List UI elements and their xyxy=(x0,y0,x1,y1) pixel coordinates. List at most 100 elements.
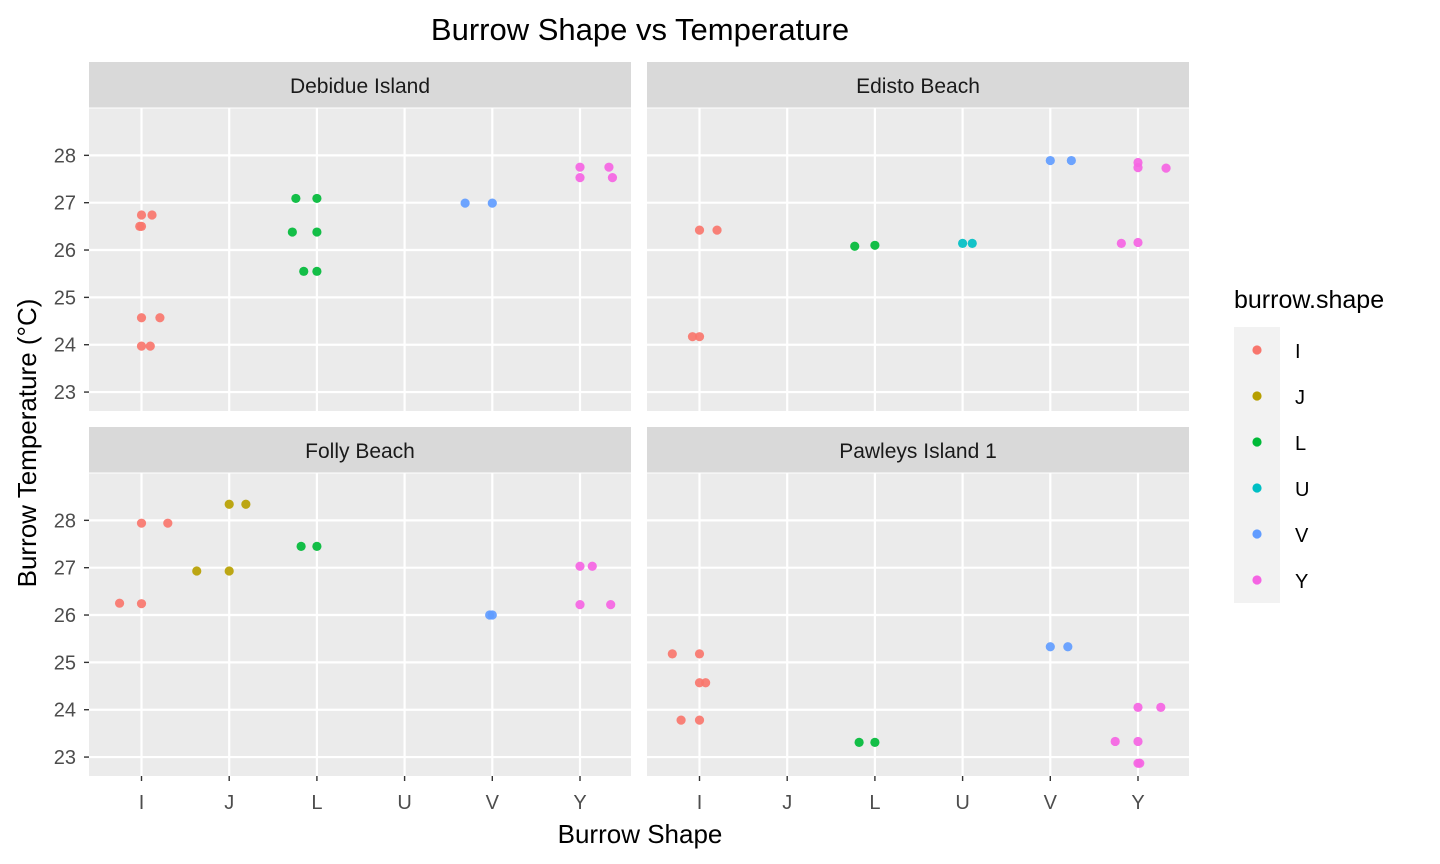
data-point-U xyxy=(958,238,968,249)
legend-key-Y xyxy=(1252,575,1262,585)
data-point-I xyxy=(136,341,147,351)
strip-background xyxy=(647,427,1189,473)
data-point-Y xyxy=(575,600,585,610)
x-tick-label: U xyxy=(397,792,411,814)
data-point-Y xyxy=(575,172,585,183)
data-point-L xyxy=(296,541,306,551)
y-tick-label: 28 xyxy=(54,145,76,167)
x-tick-label: Y xyxy=(573,792,586,814)
panel-pawleys-island-1: Pawleys Island 1 xyxy=(647,427,1189,776)
data-point-Y xyxy=(1133,736,1143,747)
x-tick-label: I xyxy=(697,792,703,814)
data-point-Y xyxy=(1135,758,1145,768)
x-tick-label: V xyxy=(486,792,500,814)
strip-background xyxy=(647,62,1189,108)
data-point-L xyxy=(312,266,322,276)
legend-key-I xyxy=(1252,345,1262,355)
panel-folly-beach: Folly Beach xyxy=(89,427,631,776)
data-point-V xyxy=(1045,155,1055,166)
x-tick-label: V xyxy=(1044,792,1058,814)
data-point-Y xyxy=(1133,163,1143,173)
data-point-I xyxy=(701,678,711,688)
data-point-I xyxy=(145,341,155,351)
data-point-J xyxy=(192,566,202,576)
data-point-Y xyxy=(604,162,614,172)
panel-edisto-beach: Edisto Beach xyxy=(647,62,1189,411)
data-point-I xyxy=(676,715,686,725)
y-axis-title: Burrow Temperature (°C) xyxy=(12,299,42,588)
strip-background xyxy=(89,427,631,473)
data-point-V xyxy=(460,198,470,208)
legend-label: I xyxy=(1295,341,1301,363)
x-tick-label: L xyxy=(311,792,322,814)
data-point-I xyxy=(136,221,147,231)
data-point-I xyxy=(114,598,125,608)
data-point-L xyxy=(870,240,880,250)
legend-label: Y xyxy=(1295,571,1308,593)
legend-label: J xyxy=(1295,387,1305,409)
legend-key-U xyxy=(1252,483,1262,493)
data-point-V xyxy=(1063,642,1073,652)
data-point-I xyxy=(694,332,705,342)
y-tick-label: 28 xyxy=(54,510,76,532)
data-point-I xyxy=(136,313,147,323)
data-point-I xyxy=(694,225,705,235)
strip-label: Edisto Beach xyxy=(856,75,980,98)
y-tick-label: 25 xyxy=(54,652,76,674)
y-tick-label: 24 xyxy=(54,700,76,722)
data-point-I xyxy=(694,715,705,725)
data-point-I xyxy=(136,518,147,528)
strip-label: Pawleys Island 1 xyxy=(839,440,997,463)
data-point-J xyxy=(241,499,251,509)
data-point-Y xyxy=(607,172,618,183)
data-point-L xyxy=(870,737,880,747)
data-point-L xyxy=(291,193,301,204)
data-point-V xyxy=(1066,155,1076,166)
data-point-I xyxy=(155,313,165,323)
panel-background xyxy=(89,108,631,411)
data-point-L xyxy=(850,241,860,251)
data-point-Y xyxy=(1161,163,1171,173)
data-point-I xyxy=(136,210,147,220)
x-tick-label: U xyxy=(955,792,969,814)
data-point-V xyxy=(1045,642,1055,652)
strip-background xyxy=(89,62,631,108)
data-point-I xyxy=(694,649,705,659)
data-point-L xyxy=(299,266,309,276)
data-point-L xyxy=(287,227,297,237)
data-point-L xyxy=(312,541,322,551)
strip-label: Debidue Island xyxy=(290,75,430,98)
legend-items: I J L U V Y xyxy=(1252,341,1309,593)
data-point-Y xyxy=(575,162,585,172)
data-point-I xyxy=(147,210,157,220)
data-point-I xyxy=(667,649,677,659)
data-point-I xyxy=(136,599,147,609)
y-tick-label: 27 xyxy=(54,558,76,580)
data-point-J xyxy=(224,499,234,509)
legend: burrow.shape I J L U V Y xyxy=(1234,286,1384,603)
data-point-Y xyxy=(606,600,616,610)
data-point-V xyxy=(487,198,497,208)
data-point-Y xyxy=(1110,736,1120,747)
x-tick-label: I xyxy=(139,792,145,814)
y-tick-label: 26 xyxy=(54,605,76,627)
data-point-Y xyxy=(1156,702,1166,712)
data-point-V xyxy=(487,610,497,620)
y-tick-label: 24 xyxy=(54,335,76,357)
data-point-I xyxy=(163,518,173,528)
legend-label: L xyxy=(1295,433,1306,455)
legend-label: V xyxy=(1295,525,1309,547)
data-point-L xyxy=(312,193,322,204)
panel-debidue-island: Debidue Island xyxy=(89,62,631,411)
data-point-I xyxy=(687,332,698,342)
x-tick-label: L xyxy=(869,792,880,814)
data-point-Y xyxy=(1133,237,1143,248)
legend-key-L xyxy=(1252,437,1262,447)
y-axes: 23 24 25 26 27 28 23 24 25 26 27 28 xyxy=(54,145,89,769)
data-point-Y xyxy=(575,561,585,571)
y-tick-label: 25 xyxy=(54,287,76,309)
facet-panels: Debidue Island Edisto Beach Folly Beach Paw… xyxy=(89,62,1189,776)
legend-key-V xyxy=(1252,529,1262,539)
